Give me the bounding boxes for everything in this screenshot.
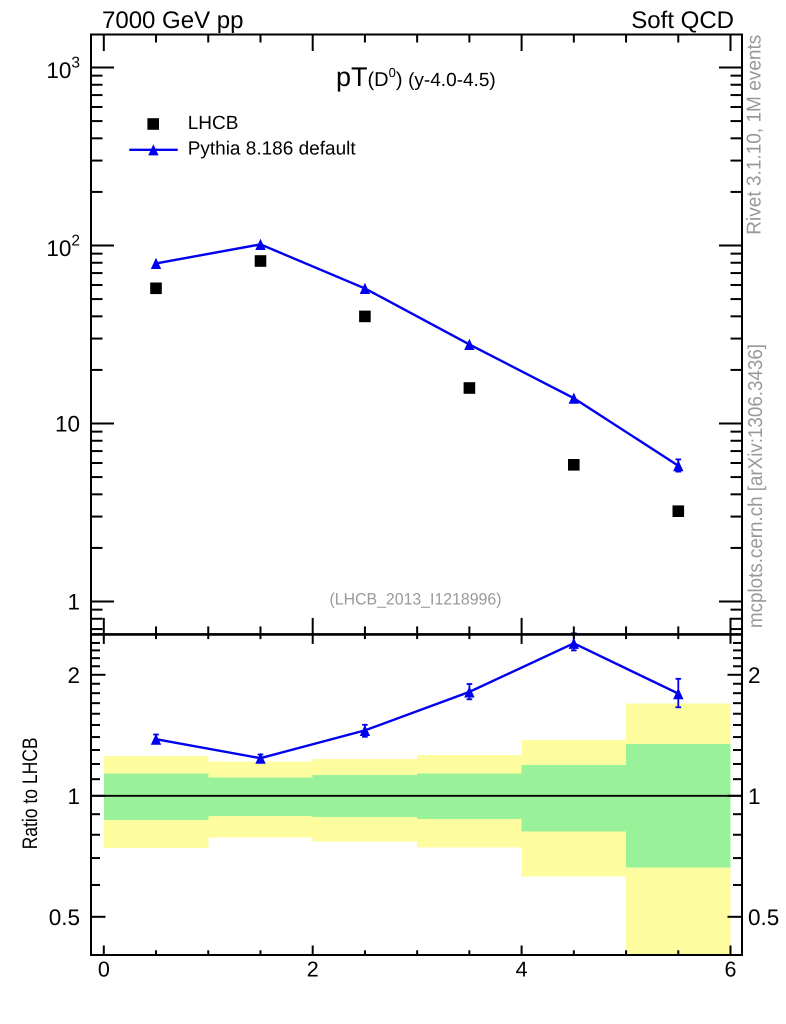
svg-text:(LHCB_2013_I1218996): (LHCB_2013_I1218996) [330,591,502,609]
svg-text:0: 0 [98,958,110,982]
svg-text:2: 2 [748,663,761,688]
svg-text:4: 4 [516,958,528,982]
svg-text:2: 2 [67,663,80,688]
svg-text:6: 6 [725,958,737,982]
svg-text:0.5: 0.5 [49,905,80,930]
svg-text:1: 1 [67,590,80,615]
svg-text:7000 GeV pp: 7000 GeV pp [102,7,243,34]
svg-text:Soft QCD: Soft QCD [631,7,734,34]
svg-text:1: 1 [67,784,80,809]
svg-text:0.5: 0.5 [748,905,779,930]
svg-text:1: 1 [748,784,761,809]
svg-text:LHCB: LHCB [188,113,239,134]
svg-text:Rivet 3.1.10, 1M events: Rivet 3.1.10, 1M events [744,35,766,235]
svg-text:Pythia 8.186 default: Pythia 8.186 default [188,138,357,159]
svg-text:Ratio to LHCB: Ratio to LHCB [19,737,42,849]
svg-text:pT(D0) (y-4.0-4.5): pT(D0) (y-4.0-4.5) [336,62,496,92]
svg-text:10: 10 [55,412,80,437]
svg-text:2: 2 [307,958,319,982]
svg-text:mcplots.cern.ch [arXiv:1306.34: mcplots.cern.ch [arXiv:1306.3436] [745,344,767,628]
